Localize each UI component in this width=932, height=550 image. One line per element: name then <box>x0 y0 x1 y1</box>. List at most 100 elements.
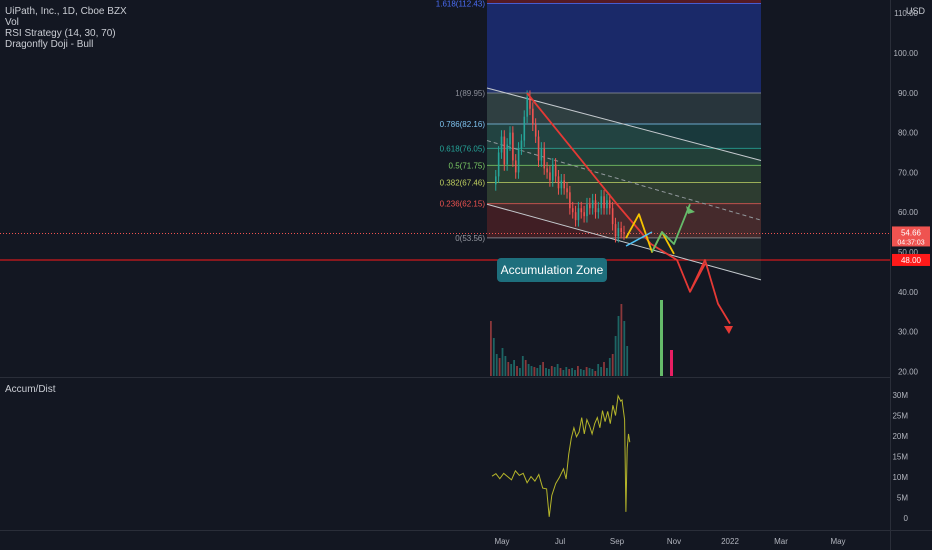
candle-body <box>563 180 565 189</box>
time-axis-tick: Sep <box>610 537 625 546</box>
volume-bar <box>539 365 542 376</box>
volume-bar <box>556 364 559 376</box>
ad-series-line <box>491 394 631 517</box>
candle-body <box>591 200 594 209</box>
volume-bar <box>490 321 492 376</box>
volume-bar-projection <box>670 350 673 376</box>
fib-band <box>487 3 761 93</box>
legend-symbol: UiPath, Inc., 1D, Cboe BZX <box>5 6 127 17</box>
candle-body <box>500 136 503 153</box>
price-axis-tick: 80.00 <box>898 129 919 138</box>
ad-axis-tick: 30M <box>892 391 908 400</box>
volume-bar <box>536 368 539 376</box>
candle-body <box>606 200 608 209</box>
volume-bar <box>626 346 629 376</box>
candle-body <box>597 208 600 213</box>
candle-body <box>571 208 574 213</box>
volume-bar <box>519 368 521 376</box>
candle-body <box>512 132 514 161</box>
volume-bar <box>516 366 518 376</box>
fib-level-label: 0.382(67.46) <box>440 179 486 188</box>
candle-body <box>603 196 605 209</box>
time-axis-tick: May <box>494 537 509 546</box>
candle-body <box>589 204 591 209</box>
candle-body <box>495 176 497 185</box>
volume-bar <box>577 366 579 376</box>
candle-body <box>543 148 546 169</box>
price-axis-tick: 30.00 <box>898 328 919 337</box>
fib-level-label: 0(53.56) <box>455 234 485 243</box>
accum-dist-label: Accum/Dist <box>5 384 56 395</box>
fib-level-label: 0.236(62.15) <box>440 200 486 209</box>
candle-body <box>577 208 580 221</box>
volume-bar <box>565 367 568 376</box>
volume-bar <box>600 367 602 376</box>
candle-body <box>540 148 543 161</box>
time-axis-tick: 2022 <box>721 537 739 546</box>
candle-body <box>586 204 588 217</box>
ad-axis-tick: 5M <box>897 494 908 503</box>
candle-body <box>523 116 526 141</box>
candle-body <box>503 136 506 165</box>
candle-body <box>529 96 531 109</box>
candle-body <box>532 108 534 125</box>
candle-body <box>497 152 500 177</box>
volume-bar <box>504 356 507 376</box>
volume-bar <box>568 369 571 376</box>
volume-bar <box>513 360 515 376</box>
volume-bar <box>588 368 591 376</box>
annotation-text: Accumulation Zone <box>501 263 604 277</box>
annotation-box <box>497 258 607 282</box>
candle-body <box>617 228 620 237</box>
volume-bar <box>585 367 588 376</box>
candle-body <box>580 208 583 213</box>
volume-bar <box>614 336 617 376</box>
green-projection-line <box>651 203 691 253</box>
last-price-badge-countdown: 04:37:03 <box>897 239 924 246</box>
support-badge-value: 48.00 <box>901 256 922 265</box>
candle-body <box>557 176 560 189</box>
volume-bar <box>617 316 620 376</box>
candle-body <box>594 200 597 213</box>
volume-bar <box>524 360 527 376</box>
legend-pattern: Dragonfly Doji - Bull <box>5 39 94 50</box>
legend-strategy: RSI Strategy (14, 30, 70) <box>5 28 116 39</box>
fib-level-label: 1(89.95) <box>455 89 485 98</box>
volume-bar <box>591 369 594 376</box>
ad-axis-tick: 0 <box>904 514 909 523</box>
volume-bar <box>548 369 550 376</box>
volume-bar <box>579 369 582 376</box>
fib-level-label: 0.786(82.16) <box>440 120 486 129</box>
candle-body <box>614 224 617 237</box>
time-axis-tick: Mar <box>774 537 788 546</box>
volume-bar <box>559 368 562 376</box>
volume-bar <box>574 370 576 376</box>
fib-level-label: 0.618(76.05) <box>440 144 486 153</box>
currency-label: USD <box>906 6 926 16</box>
red-projection-line <box>689 259 731 325</box>
time-axis-tick: Jul <box>555 537 565 546</box>
volume-bar <box>498 358 501 376</box>
price-axis-tick: 40.00 <box>898 288 919 297</box>
candle-body <box>517 148 520 173</box>
volume-bar <box>623 321 626 376</box>
last-price-badge-value: 54.66 <box>901 228 922 237</box>
volume-bar <box>553 367 556 376</box>
price-axis-tick: 20.00 <box>898 367 919 376</box>
red-arrow-head <box>724 326 733 334</box>
ad-axis-tick: 10M <box>892 473 908 482</box>
volume-bar <box>492 338 495 376</box>
volume-bar <box>542 362 544 376</box>
volume-bar <box>501 348 504 376</box>
fib-band-extension <box>487 0 761 4</box>
volume-bar <box>582 370 585 376</box>
channel-lower-line <box>486 203 762 281</box>
volume-bar-projection <box>660 300 663 376</box>
candle-body <box>623 232 625 234</box>
candle-body <box>552 164 554 181</box>
channel-fill <box>487 87 761 280</box>
support-badge <box>892 253 930 266</box>
legend-volume: Vol <box>5 17 19 28</box>
